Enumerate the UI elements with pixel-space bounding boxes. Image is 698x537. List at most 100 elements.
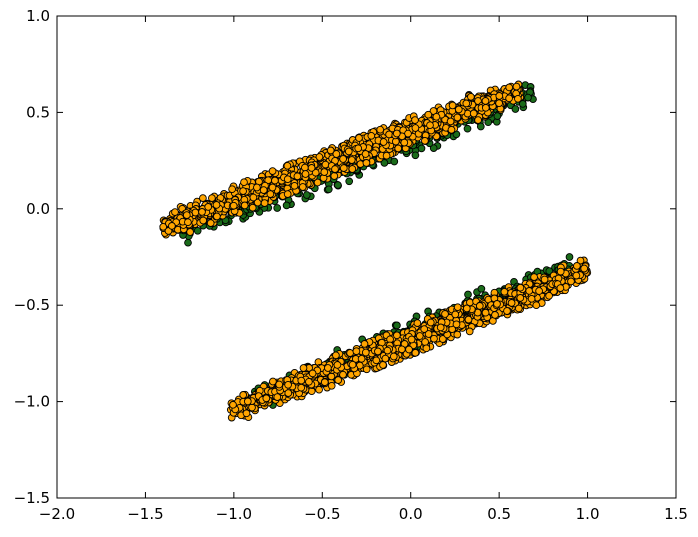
data-point xyxy=(430,334,438,343)
data-point xyxy=(321,160,330,169)
data-point xyxy=(451,310,460,319)
data-point xyxy=(249,193,258,202)
data-point xyxy=(372,356,381,365)
data-point xyxy=(208,194,216,202)
data-point xyxy=(411,348,420,357)
data-point xyxy=(441,310,449,318)
data-point xyxy=(432,112,441,121)
data-point xyxy=(243,397,252,406)
data-point xyxy=(436,323,445,332)
data-point xyxy=(421,338,429,346)
x-tick-label: −0.5 xyxy=(304,505,340,523)
data-point xyxy=(516,294,525,302)
y-tick-label: −0.5 xyxy=(14,296,50,314)
data-point xyxy=(405,345,413,354)
data-point xyxy=(193,226,202,235)
data-point xyxy=(389,352,398,361)
data-point xyxy=(240,178,248,187)
data-point xyxy=(344,147,353,156)
data-point xyxy=(159,222,168,231)
x-tick-label: 1.5 xyxy=(664,505,688,523)
data-point xyxy=(415,332,424,340)
data-point xyxy=(297,376,306,385)
data-point xyxy=(367,131,376,140)
data-point xyxy=(253,183,261,192)
x-tick-label: −1.5 xyxy=(127,505,163,523)
data-point xyxy=(454,105,463,114)
data-point xyxy=(505,83,514,92)
data-point xyxy=(301,170,310,178)
y-tick-label: −1.0 xyxy=(14,393,50,411)
data-point xyxy=(357,354,366,363)
data-point xyxy=(275,380,284,389)
data-point xyxy=(269,377,277,386)
x-tick-label: −1.0 xyxy=(216,505,252,523)
data-point xyxy=(400,138,409,147)
data-point xyxy=(298,183,307,191)
data-point xyxy=(348,165,357,173)
data-point xyxy=(503,307,511,315)
data-point xyxy=(347,156,356,164)
data-point xyxy=(469,109,478,118)
y-tick-label: −1.5 xyxy=(14,489,50,507)
data-point xyxy=(379,138,388,146)
data-point xyxy=(361,348,370,357)
data-point xyxy=(283,161,292,170)
data-point xyxy=(462,99,471,108)
data-point xyxy=(397,345,406,354)
data-point xyxy=(346,349,354,357)
data-point xyxy=(413,319,422,327)
data-point xyxy=(525,287,534,295)
data-point xyxy=(204,203,213,211)
data-point xyxy=(198,208,206,216)
data-point xyxy=(507,299,516,307)
data-point xyxy=(453,330,462,339)
data-point xyxy=(394,144,403,153)
data-point xyxy=(429,144,438,152)
series-orange-cluster-1 xyxy=(159,80,525,239)
data-point xyxy=(411,124,420,132)
data-point xyxy=(239,391,248,399)
data-point xyxy=(421,136,429,145)
data-point xyxy=(514,304,523,313)
data-point xyxy=(495,99,503,108)
data-point xyxy=(268,167,277,175)
data-point xyxy=(339,155,347,163)
data-point xyxy=(567,277,575,286)
data-point xyxy=(339,370,347,379)
data-point xyxy=(556,284,565,292)
data-point xyxy=(311,168,320,177)
data-point xyxy=(532,301,541,310)
data-point xyxy=(248,403,256,412)
data-point xyxy=(448,101,457,110)
data-point xyxy=(299,364,308,372)
data-point xyxy=(332,351,340,360)
data-point xyxy=(213,212,221,221)
data-point xyxy=(556,267,565,276)
data-point xyxy=(514,94,522,103)
x-tick-label: 0.5 xyxy=(487,505,511,523)
data-point xyxy=(453,303,462,312)
data-point xyxy=(315,385,323,394)
data-point xyxy=(524,93,532,102)
data-point xyxy=(383,346,392,355)
data-point xyxy=(334,376,343,384)
data-point xyxy=(511,105,520,113)
data-point xyxy=(348,360,357,369)
data-point xyxy=(467,92,475,101)
data-point xyxy=(505,94,513,103)
data-point xyxy=(307,164,316,172)
data-point xyxy=(297,383,306,392)
data-point xyxy=(262,394,271,403)
data-point xyxy=(462,304,471,313)
data-point xyxy=(452,320,461,329)
data-point xyxy=(512,82,521,91)
data-point xyxy=(293,172,302,181)
y-tick-label: 0.0 xyxy=(26,200,50,218)
data-point xyxy=(199,194,207,202)
data-point xyxy=(379,361,387,369)
y-tick-label: 0.5 xyxy=(26,103,50,121)
data-point xyxy=(283,190,292,198)
